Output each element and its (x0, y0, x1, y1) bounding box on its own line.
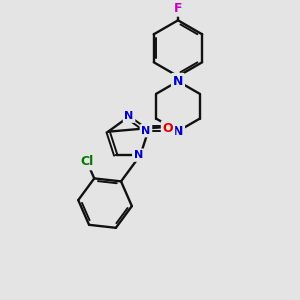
Text: N: N (141, 126, 151, 136)
Text: N: N (173, 75, 183, 88)
Text: F: F (174, 2, 182, 15)
Text: N: N (173, 125, 183, 138)
Text: N: N (134, 150, 143, 160)
Text: O: O (163, 122, 173, 135)
Text: N: N (124, 111, 134, 121)
Text: Cl: Cl (80, 155, 94, 168)
